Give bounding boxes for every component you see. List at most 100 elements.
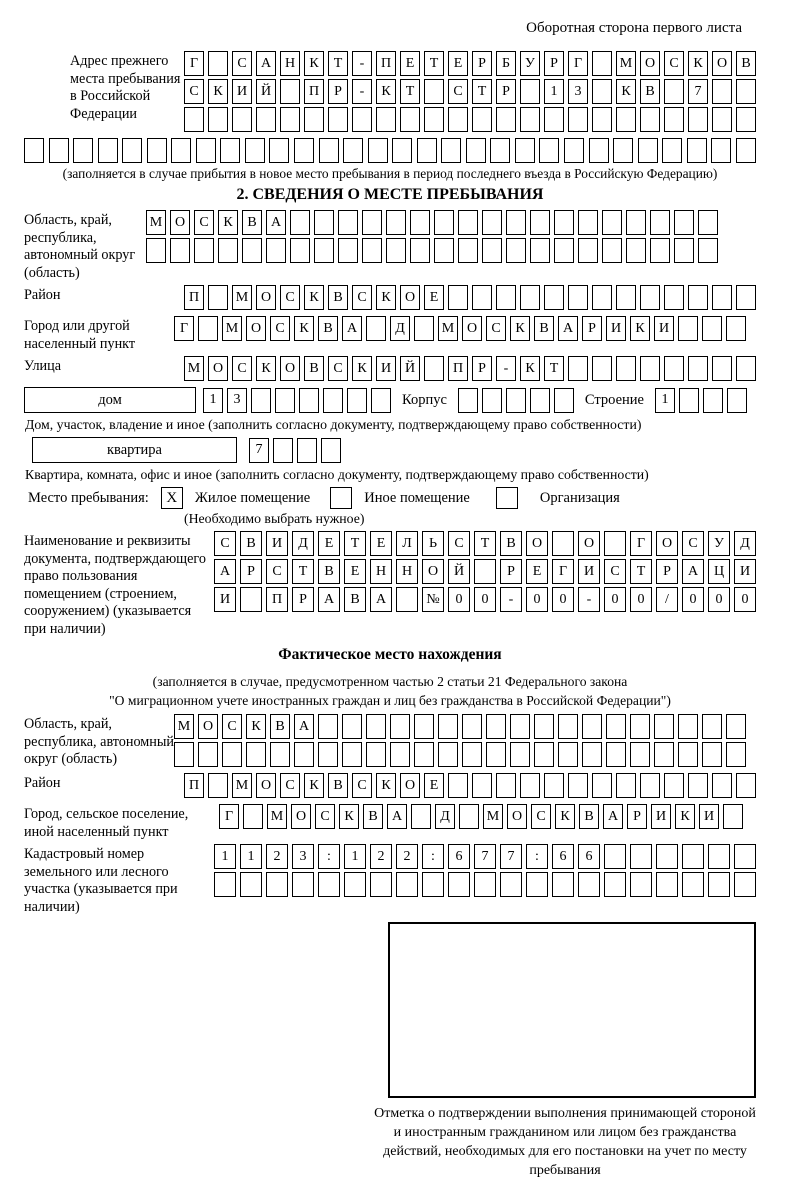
char-cell[interactable] (506, 210, 526, 235)
char-cell[interactable]: А (214, 559, 236, 584)
char-cell[interactable]: С (352, 773, 372, 798)
char-cell[interactable] (592, 356, 612, 381)
char-cell[interactable]: В (328, 285, 348, 310)
char-cell[interactable] (708, 844, 730, 869)
char-cell[interactable] (500, 872, 522, 897)
char-cell[interactable]: Т (400, 79, 420, 104)
char-cell[interactable] (338, 210, 358, 235)
char-cell[interactable] (396, 872, 418, 897)
char-cell[interactable] (664, 285, 684, 310)
char-cell[interactable] (342, 714, 362, 739)
char-cell[interactable]: Ь (422, 531, 444, 556)
char-cell[interactable] (314, 238, 334, 263)
char-cell[interactable]: Р (496, 79, 516, 104)
char-cell[interactable]: 0 (682, 587, 704, 612)
char-cell[interactable] (578, 872, 600, 897)
char-cell[interactable] (712, 107, 732, 132)
char-cell[interactable] (410, 210, 430, 235)
char-cell[interactable] (650, 238, 670, 263)
char-cell[interactable] (280, 79, 300, 104)
char-cell[interactable] (362, 238, 382, 263)
char-cell[interactable] (474, 872, 496, 897)
char-cell[interactable]: С (664, 51, 684, 76)
char-cell[interactable]: О (280, 356, 300, 381)
char-cell[interactable]: В (534, 316, 554, 341)
char-cell[interactable] (656, 844, 678, 869)
char-cell[interactable] (592, 79, 612, 104)
char-cell[interactable]: И (578, 559, 600, 584)
char-cell[interactable]: К (304, 285, 324, 310)
char-cell[interactable]: Р (627, 804, 647, 829)
char-cell[interactable] (602, 210, 622, 235)
char-cell[interactable] (390, 714, 410, 739)
char-cell[interactable] (218, 238, 238, 263)
char-cell[interactable] (323, 387, 343, 413)
char-cell[interactable] (568, 107, 588, 132)
char-cell[interactable] (240, 587, 262, 612)
char-cell[interactable]: И (651, 804, 671, 829)
char-cell[interactable] (438, 742, 458, 767)
char-cell[interactable] (299, 387, 319, 413)
char-cell[interactable] (462, 714, 482, 739)
char-cell[interactable] (726, 742, 746, 767)
char-cell[interactable] (214, 872, 236, 897)
char-cell[interactable]: - (352, 51, 372, 76)
char-cell[interactable]: В (344, 587, 366, 612)
char-cell[interactable]: 3 (292, 844, 314, 869)
char-cell[interactable]: К (510, 316, 530, 341)
char-cell[interactable] (270, 742, 290, 767)
char-cell[interactable]: Т (474, 531, 496, 556)
char-cell[interactable]: О (256, 285, 276, 310)
char-cell[interactable]: А (370, 587, 392, 612)
char-cell[interactable] (146, 238, 166, 263)
char-cell[interactable] (269, 138, 290, 163)
char-cell[interactable]: Р (292, 587, 314, 612)
char-cell[interactable]: П (376, 51, 396, 76)
char-cell[interactable] (702, 387, 723, 413)
char-cell[interactable]: П (266, 587, 288, 612)
char-cell[interactable] (656, 872, 678, 897)
char-cell[interactable]: 2 (266, 844, 288, 869)
char-cell[interactable] (290, 210, 310, 235)
char-cell[interactable]: 0 (552, 587, 574, 612)
char-cell[interactable]: О (526, 531, 548, 556)
char-cell[interactable]: 7 (249, 437, 269, 463)
char-cell[interactable] (481, 387, 502, 413)
char-cell[interactable]: М (438, 316, 458, 341)
char-cell[interactable]: - (500, 587, 522, 612)
char-cell[interactable]: К (376, 773, 396, 798)
char-cell[interactable]: И (232, 79, 252, 104)
char-cell[interactable] (400, 107, 420, 132)
char-cell[interactable] (422, 872, 444, 897)
char-cell[interactable] (424, 356, 444, 381)
char-cell[interactable] (553, 387, 574, 413)
char-cell[interactable] (552, 872, 574, 897)
char-cell[interactable] (558, 742, 578, 767)
char-cell[interactable]: В (579, 804, 599, 829)
char-cell[interactable] (97, 138, 118, 163)
char-cell[interactable]: - (352, 79, 372, 104)
char-cell[interactable]: 1 (203, 387, 223, 413)
char-cell[interactable]: А (318, 587, 340, 612)
char-cell[interactable] (496, 107, 516, 132)
char-cell[interactable]: М (146, 210, 166, 235)
char-cell[interactable]: М (184, 356, 204, 381)
char-cell[interactable]: К (376, 79, 396, 104)
char-cell[interactable] (640, 356, 660, 381)
char-cell[interactable]: О (256, 773, 276, 798)
char-cell[interactable]: К (688, 51, 708, 76)
char-cell[interactable] (170, 238, 190, 263)
char-cell[interactable]: Й (256, 79, 276, 104)
char-cell[interactable]: Г (552, 559, 574, 584)
char-cell[interactable] (736, 773, 756, 798)
char-cell[interactable] (640, 107, 660, 132)
char-cell[interactable] (640, 773, 660, 798)
char-cell[interactable] (366, 742, 386, 767)
char-cell[interactable] (530, 210, 550, 235)
char-cell[interactable]: К (256, 356, 276, 381)
char-cell[interactable] (294, 138, 315, 163)
char-cell[interactable] (529, 387, 550, 413)
char-cell[interactable] (24, 138, 44, 163)
char-cell[interactable]: К (339, 804, 359, 829)
char-cell[interactable] (424, 107, 444, 132)
